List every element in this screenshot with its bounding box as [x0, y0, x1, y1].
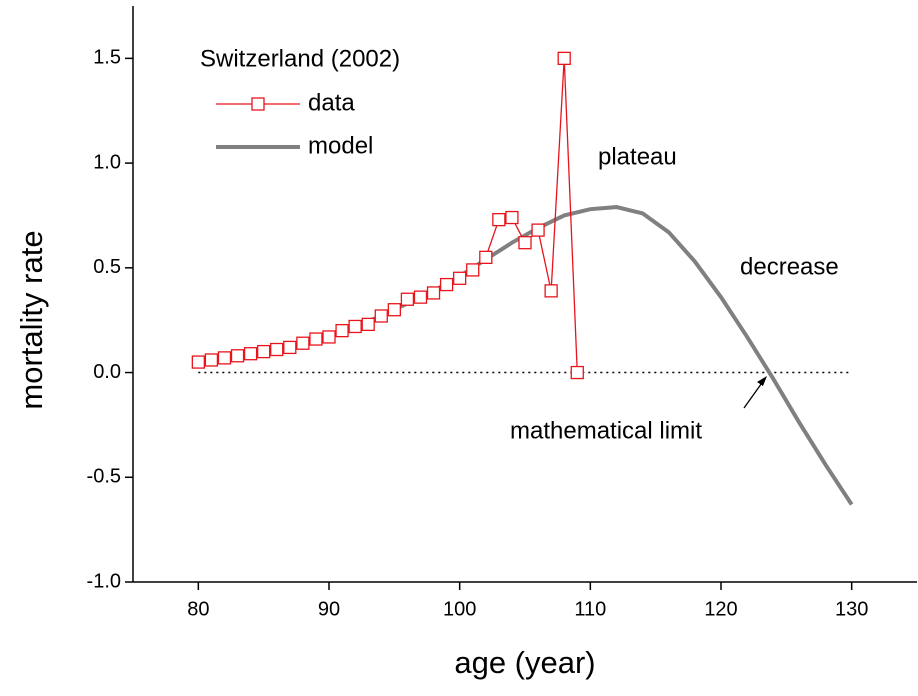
data-point: [387, 303, 401, 317]
data-point: [270, 342, 284, 357]
data-point: [400, 292, 415, 306]
annotation: decrease: [740, 253, 839, 280]
data-point: [309, 332, 323, 346]
data-point: [191, 355, 205, 369]
annotation: plateau: [598, 143, 677, 170]
annotation: mathematical limit: [510, 417, 702, 444]
x-tick-label: 110: [574, 598, 606, 620]
y-axis-title: mortality rate: [14, 230, 49, 409]
y-tick-label: 0.0: [93, 361, 121, 383]
data-point: [426, 286, 441, 300]
data-point: [557, 51, 571, 66]
legend-marker: [251, 97, 265, 111]
y-tick-label: 1.0: [93, 151, 121, 173]
data-point: [439, 277, 454, 292]
x-tick-label: 120: [704, 598, 737, 620]
data-point: [531, 223, 545, 237]
data-point: [570, 365, 584, 380]
data-point: [518, 236, 532, 250]
data-point: [230, 349, 245, 363]
data-point: [466, 263, 480, 277]
data-point: [296, 336, 310, 350]
data-point: [544, 284, 558, 298]
legend-label: data: [308, 89, 355, 116]
data-point: [204, 353, 219, 367]
data-point: [257, 344, 271, 359]
x-tick-label: 90: [318, 598, 340, 620]
data-point: [361, 317, 375, 332]
data-point: [322, 330, 336, 344]
x-axis-title: age (year): [454, 645, 595, 680]
y-tick-label: -0.5: [87, 466, 121, 488]
data-point: [283, 340, 297, 355]
data-point: [335, 324, 349, 338]
data-point: [243, 347, 258, 361]
x-tick-label: 80: [187, 598, 209, 620]
annotation-arrow: [743, 379, 765, 409]
data-point: [217, 351, 232, 365]
series-line: [198, 205, 854, 506]
legend-title: Switzerland (2002): [200, 45, 400, 72]
y-tick-label: 1.5: [93, 47, 121, 69]
x-tick-label: 100: [443, 598, 476, 620]
y-tick-label: -1.0: [87, 570, 121, 592]
data-point: [479, 250, 493, 264]
x-tick-label: 130: [835, 598, 868, 620]
data-point: [505, 210, 519, 225]
data-point: [348, 319, 362, 334]
data-point: [453, 271, 467, 285]
data-point: [413, 290, 428, 304]
y-tick-label: 0.5: [93, 256, 121, 278]
data-point: [492, 212, 506, 227]
legend-label: model: [308, 132, 373, 159]
annotation-arrowhead: [757, 376, 767, 386]
data-point: [374, 309, 388, 323]
